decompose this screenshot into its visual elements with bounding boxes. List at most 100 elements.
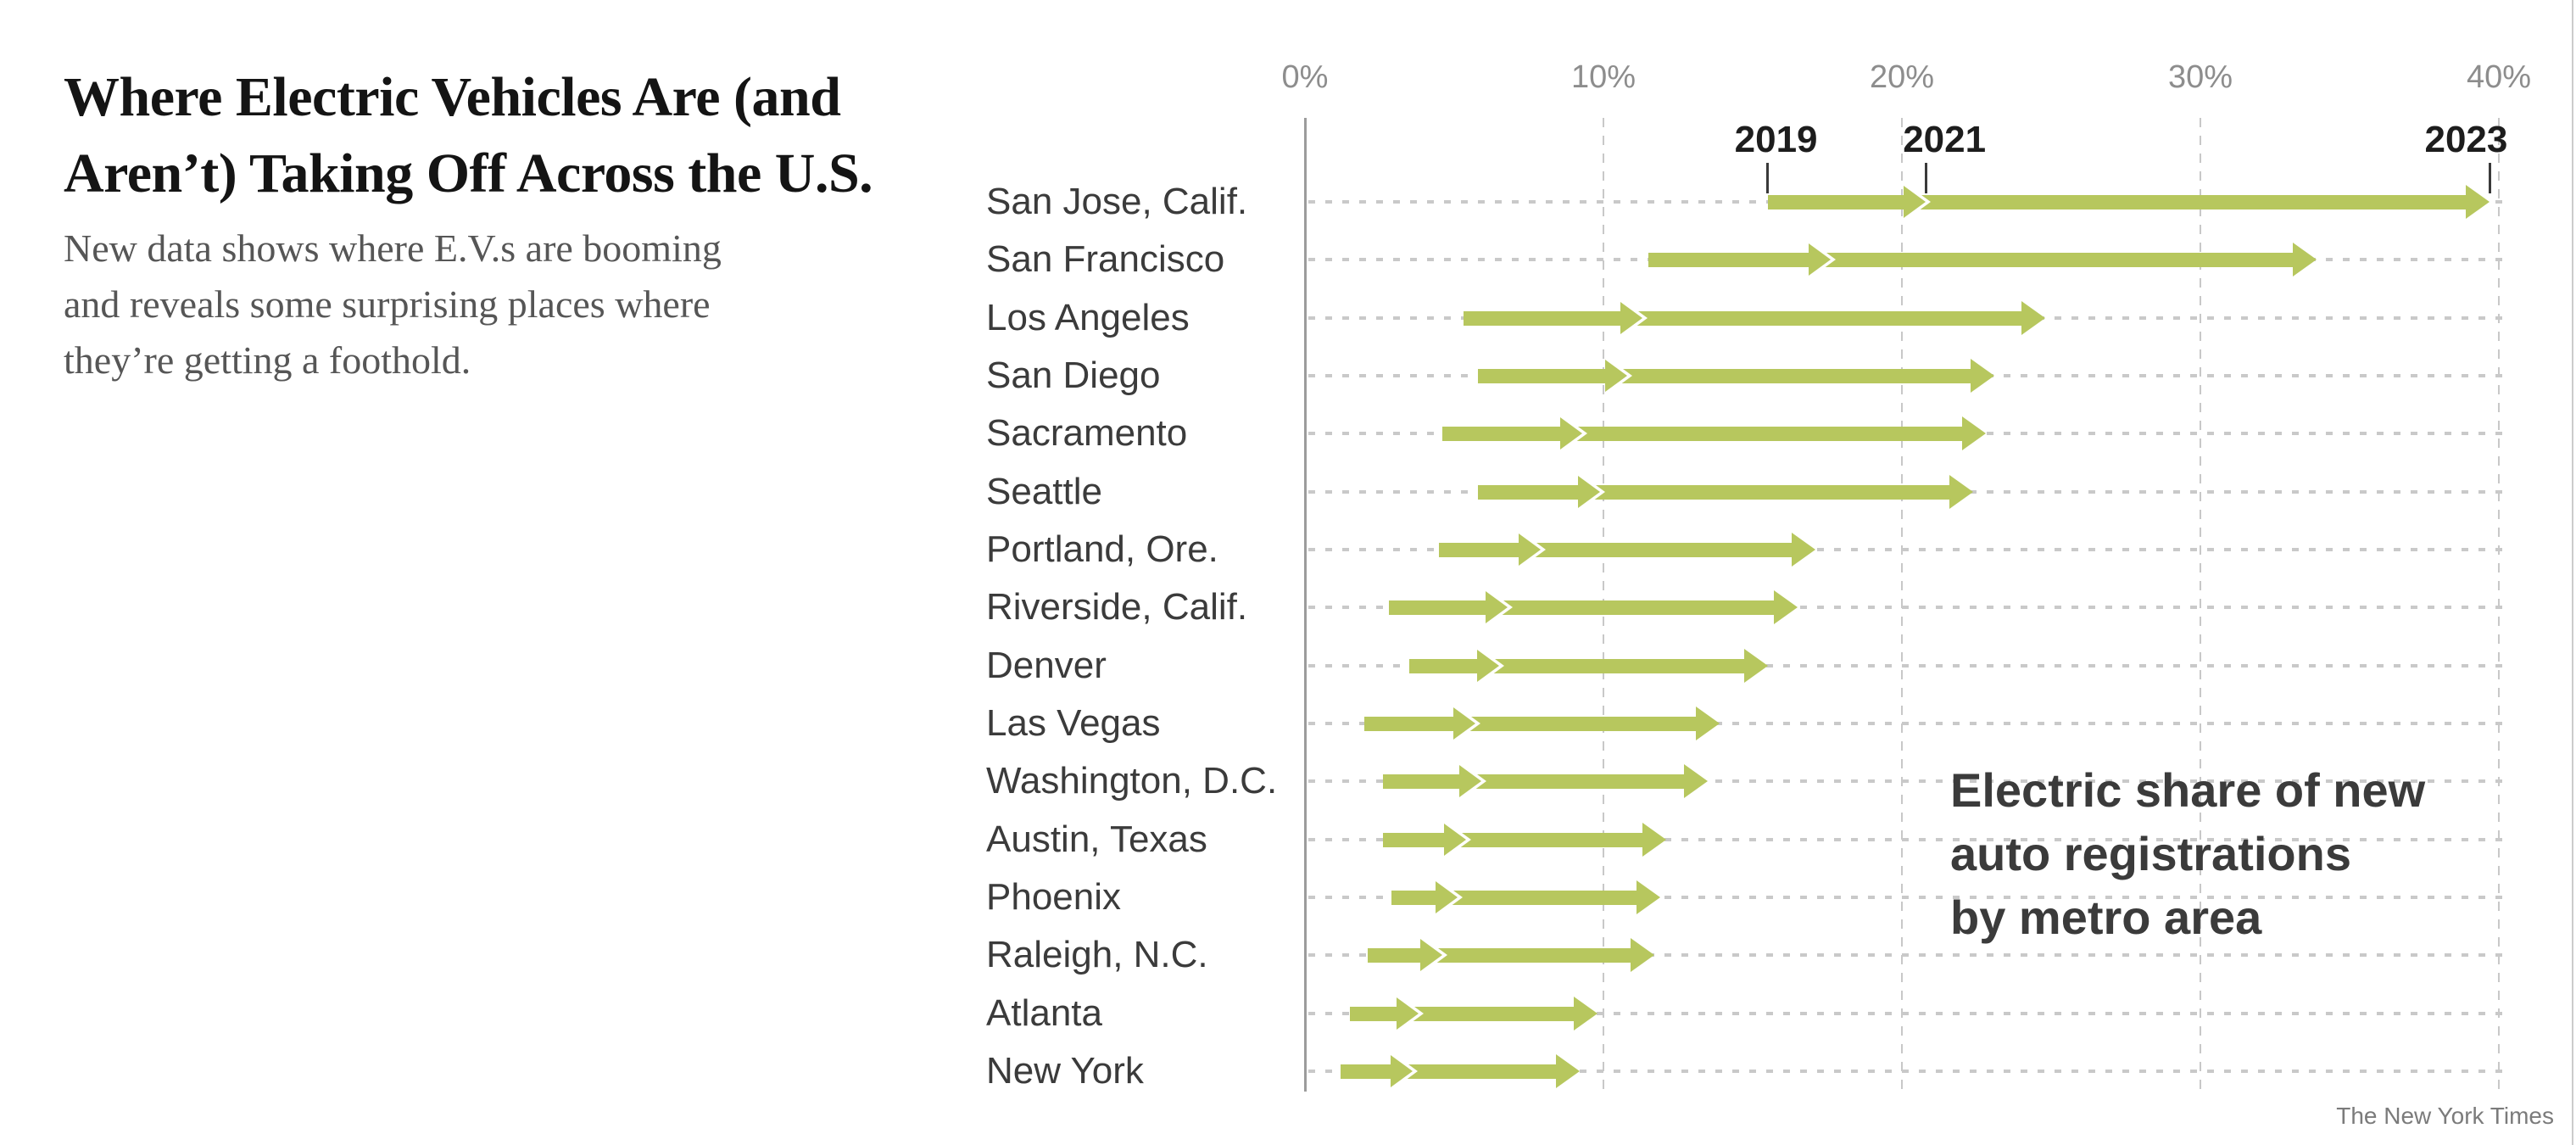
row-leader-dots [1308, 606, 2512, 610]
metro-label: Denver [986, 644, 1107, 686]
arrow-bar [1364, 716, 1700, 731]
x-axis-baseline [1304, 118, 1307, 1092]
arrow-bar [1349, 1006, 1577, 1021]
row-leader-dots [1308, 547, 2512, 551]
chevron-2021 [1620, 301, 1642, 334]
row-leader-dots [1308, 895, 2512, 899]
metro-label: Las Vegas [986, 701, 1161, 744]
chevron-2021 [1390, 1054, 1413, 1087]
arrowhead-2023 [1791, 532, 1815, 567]
page-title-line-2: Aren’t) Taking Off Across the U.S. [64, 142, 873, 204]
row-leader-dots [1308, 721, 2512, 725]
metro-label: Riverside, Calif. [986, 586, 1248, 628]
metro-label: Austin, Texas [986, 818, 1207, 860]
metro-label: Washington, D.C. [986, 760, 1278, 802]
year-tick-2021 [1924, 163, 1927, 193]
arrowhead-2023 [2293, 243, 2317, 277]
arrowhead-2023 [1696, 706, 1720, 740]
page-right-border [2572, 0, 2573, 1145]
annotation-line-2: auto registrations [1950, 827, 2351, 880]
arrowhead-2023 [1971, 358, 1995, 393]
year-tick-2023 [2488, 163, 2491, 193]
chevron-2021 [1396, 997, 1419, 1030]
metro-label: San Francisco [986, 238, 1225, 281]
arrowhead-2023 [1961, 416, 1986, 451]
row-leader-dots [1308, 1011, 2512, 1015]
arrow-bar [1391, 890, 1640, 905]
arrow-bar [1648, 253, 2297, 268]
arrowhead-2023 [2466, 185, 2490, 219]
subtitle-line-3: they’re getting a foothold. [64, 338, 471, 382]
headline-block: Where Electric Vehicles Are (and Aren’t)… [64, 59, 996, 388]
arrow-bar [1382, 832, 1646, 847]
metro-label: Portland, Ore. [986, 528, 1218, 570]
row-leader-dots [1308, 1069, 2512, 1073]
chevron-2021 [1605, 359, 1628, 392]
year-label-2021: 2021 [1903, 119, 1987, 160]
row-leader-dots [1308, 663, 2512, 667]
chevron-2021 [1486, 591, 1508, 624]
chevron-2021 [1808, 243, 1831, 276]
arrowhead-2023 [1555, 1053, 1580, 1088]
arrowhead-2023 [1636, 880, 1660, 914]
metro-label: San Jose, Calif. [986, 181, 1248, 222]
page-subtitle: New data shows where E.V.s are booming a… [64, 221, 996, 388]
arrowhead-2023 [1642, 822, 1666, 857]
row-leader-dots [1308, 837, 2512, 841]
subtitle-line-1: New data shows where E.V.s are booming [64, 226, 722, 270]
metro-label: Raleigh, N.C. [986, 934, 1208, 976]
gridline-20pct [1901, 118, 1903, 1092]
metro-label: Seattle [986, 470, 1102, 512]
chevron-2021 [1452, 707, 1475, 740]
arrow-bar [1478, 368, 1975, 383]
x-axis-tick-label: 10% [1570, 59, 1636, 95]
year-tick-2019 [1766, 163, 1770, 193]
annotation-line-3: by metro area [1950, 891, 2262, 944]
arrow-bar [1478, 484, 1954, 500]
chevron-2021 [1904, 186, 1926, 218]
arrow-bar [1409, 658, 1748, 673]
metro-label: Phoenix [986, 875, 1122, 918]
chevron-2021 [1458, 765, 1481, 798]
chevron-2021 [1519, 533, 1542, 566]
arrow-bar [1441, 427, 1965, 442]
gridline-40pct [2498, 118, 2500, 1092]
annotation-line-1: Electric share of new [1950, 763, 2426, 817]
chevron-2021 [1476, 649, 1499, 682]
arrowhead-2023 [1743, 648, 1768, 683]
arrowhead-2023 [2021, 300, 2045, 335]
chevron-2021 [1560, 417, 1583, 450]
page-title-line-1: Where Electric Vehicles Are (and [64, 66, 841, 128]
row-leader-dots [1308, 779, 2512, 784]
chevron-2021 [1444, 823, 1467, 856]
chevron-2021 [1435, 880, 1458, 913]
year-label-2019: 2019 [1734, 119, 1818, 160]
x-axis-tick-label: 40% [2466, 59, 2532, 95]
x-axis-tick-label: 20% [1869, 59, 1935, 95]
metro-label: Los Angeles [986, 296, 1190, 338]
year-label-2023: 2023 [2424, 119, 2508, 160]
chevron-2021 [1578, 475, 1601, 508]
arrow-bar [1767, 195, 2470, 209]
gridline-30pct [2200, 118, 2201, 1092]
arrowhead-2023 [1949, 474, 1974, 509]
arrowhead-2023 [1773, 590, 1798, 625]
arrow-bar [1439, 542, 1795, 557]
arrow-bar [1367, 948, 1634, 963]
metro-label: Sacramento [986, 412, 1188, 455]
arrow-bar [1382, 774, 1688, 790]
metro-label: San Diego [986, 354, 1161, 396]
x-axis-tick-label: 30% [2167, 59, 2233, 95]
arrowhead-2023 [1684, 764, 1709, 799]
arrow-bar [1341, 1064, 1559, 1079]
chevron-2021 [1419, 939, 1442, 972]
x-axis-tick-label: 0% [1281, 59, 1329, 95]
source-credit: The New York Times [2336, 1103, 2554, 1129]
subtitle-line-2: and reveals some surprising places where [64, 282, 711, 326]
arrow-bar [1463, 310, 2025, 326]
metro-label: Atlanta [986, 991, 1102, 1034]
arrow-bar [1388, 600, 1777, 616]
arrowhead-2023 [1630, 938, 1654, 973]
row-leader-dots [1308, 953, 2512, 958]
